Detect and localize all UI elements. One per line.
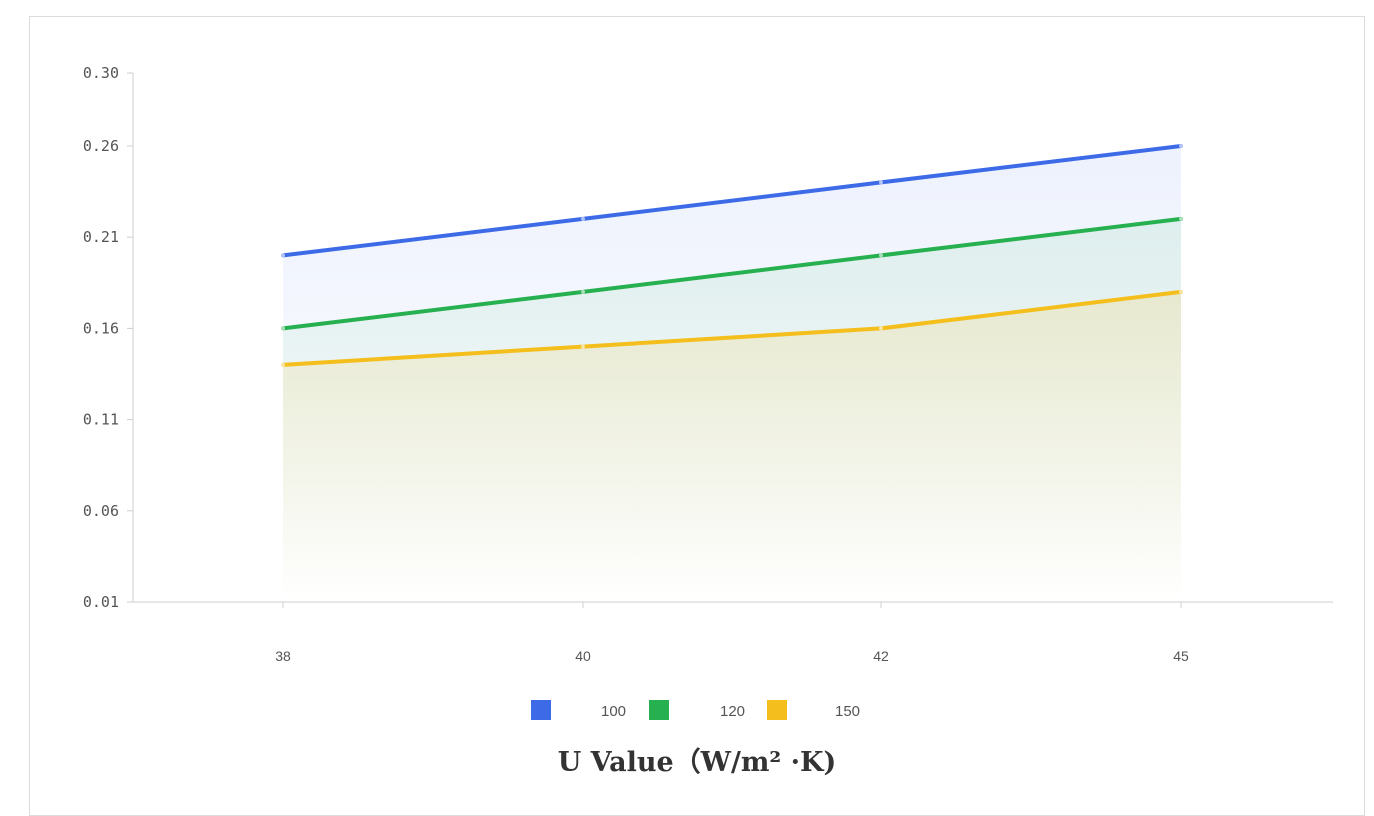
x-tick-label: 45: [1173, 648, 1189, 664]
y-axis-ticks: 0.30 0.26 0.21 0.16 0.11 0.06 0.01: [83, 64, 133, 611]
x-tick-label: 38: [275, 648, 291, 664]
y-tick-label: 0.01: [83, 593, 119, 611]
x-tick-label: 42: [873, 648, 889, 664]
axes: [132, 73, 1333, 603]
data-point-100[interactable]: [281, 253, 285, 258]
line-series-150: [281, 289, 1183, 367]
series-areas: [283, 146, 1181, 602]
data-point-100[interactable]: [581, 216, 585, 221]
data-point-120[interactable]: [1179, 216, 1183, 221]
data-point-120[interactable]: [879, 253, 883, 258]
x-axis-ticks: 38 40 42 45: [275, 602, 1189, 664]
y-tick-label: 0.16: [83, 319, 119, 337]
y-tick-label: 0.21: [83, 228, 119, 246]
data-point-100[interactable]: [879, 180, 883, 185]
legend: 100 120 150: [531, 700, 860, 720]
y-tick-label: 0.26: [83, 137, 119, 155]
data-point-150[interactable]: [1179, 289, 1183, 294]
data-point-150[interactable]: [879, 326, 883, 331]
y-tick-label: 0.30: [83, 64, 119, 82]
line-series-120: [281, 216, 1183, 331]
x-tick-label: 40: [575, 648, 591, 664]
data-point-100[interactable]: [1179, 144, 1183, 148]
legend-label-120[interactable]: 120: [720, 703, 745, 720]
x-axis-label: U Value（W/m² ·K): [558, 747, 837, 778]
legend-label-150[interactable]: 150: [835, 703, 860, 720]
line-series-100: [281, 144, 1183, 258]
legend-swatch-100[interactable]: [531, 700, 551, 720]
y-tick-label: 0.11: [83, 411, 119, 429]
area-series-150: [283, 291, 1181, 602]
data-point-120[interactable]: [581, 289, 585, 294]
y-tick-label: 0.06: [83, 502, 119, 520]
data-point-120[interactable]: [281, 326, 285, 331]
series-lines: [281, 144, 1183, 367]
data-point-150[interactable]: [581, 344, 585, 349]
data-point-150[interactable]: [281, 362, 285, 367]
legend-label-100[interactable]: 100: [601, 703, 626, 720]
legend-swatch-150[interactable]: [767, 700, 787, 720]
legend-swatch-120[interactable]: [649, 700, 669, 720]
